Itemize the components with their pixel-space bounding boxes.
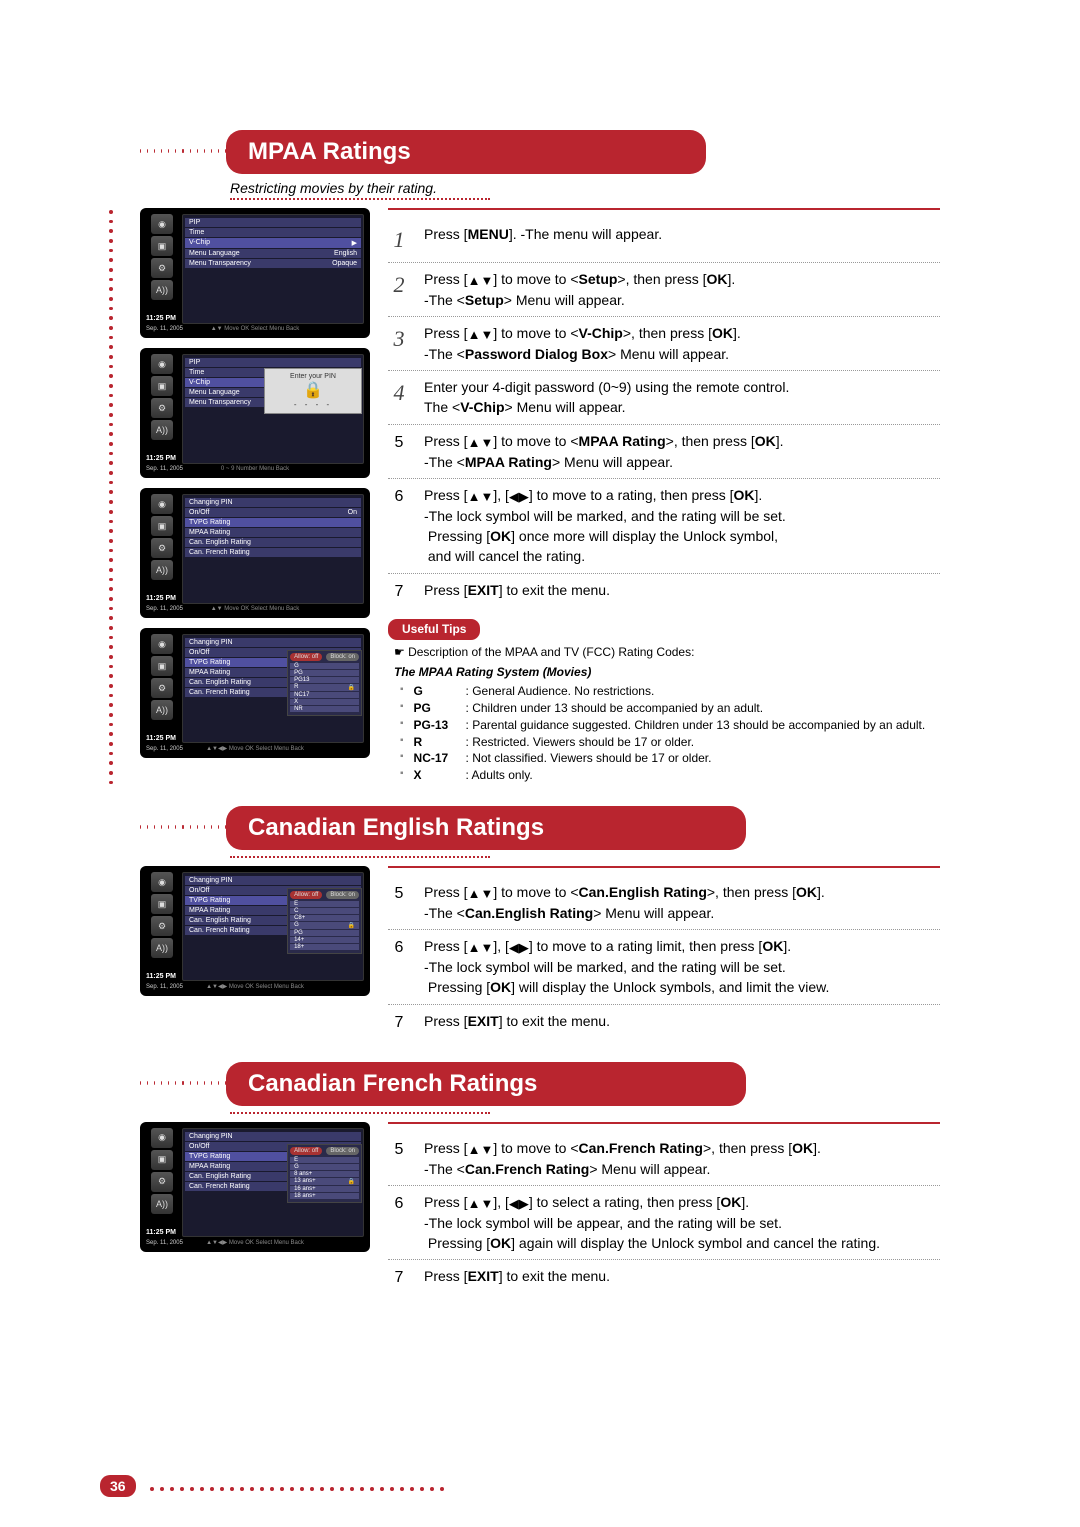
section-title-can-en: Canadian English Ratings: [226, 806, 746, 850]
step-number: 5: [388, 1138, 410, 1179]
section-header-mpaa: MPAA Ratings: [140, 130, 940, 174]
section-header-can-fr: Canadian French Ratings: [140, 1062, 940, 1106]
step-number: 1: [388, 224, 410, 256]
screens-column-can-en: ◉▣⚙A)) Changing PINOn/OffTVPG RatingMPAA…: [140, 866, 370, 1040]
step-text: Press [▲▼] to move to <Can.French Rating…: [424, 1138, 821, 1179]
instruction-step: 2 Press [▲▼] to move to <Setup>, then pre…: [388, 263, 940, 317]
instruction-step: 6Press [▲▼], [◀▶] to select a rating, th…: [388, 1186, 940, 1260]
step-number: 7: [388, 1011, 410, 1034]
page-number: 36: [100, 1475, 136, 1497]
tips-list: G: General Audience. No restrictions.PG:…: [400, 683, 940, 784]
step-text: Press [MENU]. -The menu will appear.: [424, 224, 662, 256]
header-dots: [140, 825, 226, 829]
vertical-dots: [108, 208, 114, 784]
step-text: Press [EXIT] to exit the menu.: [424, 1011, 610, 1034]
instruction-step: 1 Press [MENU]. -The menu will appear.: [388, 218, 940, 263]
instruction-step: 3 Press [▲▼] to move to <V-Chip>, then pr…: [388, 317, 940, 371]
section-title-can-fr: Canadian French Ratings: [226, 1062, 746, 1106]
step-number: 6: [388, 1192, 410, 1253]
can-fr-block: ◉▣⚙A)) Changing PINOn/OffTVPG RatingMPAA…: [140, 1122, 940, 1296]
tips-item: PG: Children under 13 should be accompan…: [400, 700, 940, 717]
instruction-step: 7 Press [EXIT] to exit the menu.: [388, 574, 940, 609]
section-title-mpaa: MPAA Ratings: [226, 130, 706, 174]
subtitle-underline: [230, 1112, 490, 1114]
header-dots: [140, 1081, 226, 1085]
step-text: Press [▲▼], [◀▶] to select a rating, the…: [424, 1192, 880, 1253]
step-text: Press [▲▼], [◀▶] to move to a rating, th…: [424, 485, 786, 567]
step-text: Press [▲▼] to move to <MPAA Rating>, the…: [424, 431, 784, 472]
step-number: 6: [388, 485, 410, 567]
tips-subtitle: The MPAA Rating System (Movies): [394, 664, 940, 681]
step-text: Press [EXIT] to exit the menu.: [424, 580, 610, 603]
instruction-step: 5 Press [▲▼] to move to <Can.English Rati…: [388, 876, 940, 930]
vertical-dots: [108, 866, 114, 1040]
tips-desc: Description of the MPAA and TV (FCC) Rat…: [394, 644, 940, 661]
step-text: Enter your 4-digit password (0~9) using …: [424, 377, 789, 418]
vertical-dots: [108, 1122, 114, 1296]
tips-item: X: Adults only.: [400, 767, 940, 784]
instruction-step: 5 Press [▲▼] to move to <MPAA Rating>, th…: [388, 425, 940, 479]
step-number: 3: [388, 323, 410, 364]
tips-item: PG-13: Parental guidance suggested. Chil…: [400, 717, 940, 734]
manual-page: MPAA Ratings Restricting movies by their…: [0, 0, 1080, 1527]
can-en-block: ◉▣⚙A)) Changing PINOn/OffTVPG RatingMPAA…: [140, 866, 940, 1040]
instruction-step: 5 Press [▲▼] to move to <Can.French Ratin…: [388, 1132, 940, 1186]
instructions-column: 5 Press [▲▼] to move to <Can.French Ratin…: [388, 1122, 940, 1296]
subtitle-underline: [230, 856, 490, 858]
step-number: 5: [388, 882, 410, 923]
step-number: 7: [388, 580, 410, 603]
tips-item: G: General Audience. No restrictions.: [400, 683, 940, 700]
tips-item: R: Restricted. Viewers should be 17 or o…: [400, 734, 940, 751]
step-text: Press [▲▼], [◀▶] to move to a rating lim…: [424, 936, 829, 997]
tips-header: Useful Tips: [388, 619, 480, 640]
step-text: Press [▲▼] to move to <V-Chip>, then pre…: [424, 323, 741, 364]
step-number: 4: [388, 377, 410, 418]
instructions-column: 5 Press [▲▼] to move to <Can.English Rati…: [388, 866, 940, 1040]
mpaa-block: ◉▣⚙A)) PIPTimeV-Chip▶Menu LanguageEnglis…: [140, 208, 940, 784]
step-number: 7: [388, 1266, 410, 1289]
subtitle-underline: [230, 198, 490, 200]
step-number: 5: [388, 431, 410, 472]
screens-column-mpaa: ◉▣⚙A)) PIPTimeV-Chip▶Menu LanguageEnglis…: [140, 208, 370, 784]
tips-item: NC-17: Not classified. Viewers should be…: [400, 750, 940, 767]
instruction-step: 6Press [▲▼], [◀▶] to move to a rating, t…: [388, 479, 940, 574]
screens-column-can-fr: ◉▣⚙A)) Changing PINOn/OffTVPG RatingMPAA…: [140, 1122, 370, 1296]
header-dots: [140, 149, 226, 153]
section-header-can-en: Canadian English Ratings: [140, 806, 940, 850]
instruction-step: 4 Enter your 4-digit password (0~9) using…: [388, 371, 940, 425]
step-number: 6: [388, 936, 410, 997]
step-number: 2: [388, 269, 410, 310]
useful-tips-box: Useful Tips Description of the MPAA and …: [388, 619, 940, 784]
instructions-column: 1 Press [MENU]. -The menu will appear. 2 Pr…: [388, 208, 940, 784]
instruction-step: 7 Press [EXIT] to exit the menu.: [388, 1005, 940, 1040]
step-text: Press [▲▼] to move to <Can.English Ratin…: [424, 882, 825, 923]
instruction-step: 7 Press [EXIT] to exit the menu.: [388, 1260, 940, 1295]
step-text: Press [▲▼] to move to <Setup>, then pres…: [424, 269, 735, 310]
page-number-dots: [150, 1487, 444, 1491]
step-text: Press [EXIT] to exit the menu.: [424, 1266, 610, 1289]
instruction-step: 6Press [▲▼], [◀▶] to move to a rating li…: [388, 930, 940, 1004]
section-subtitle: Restricting movies by their rating.: [230, 180, 940, 196]
